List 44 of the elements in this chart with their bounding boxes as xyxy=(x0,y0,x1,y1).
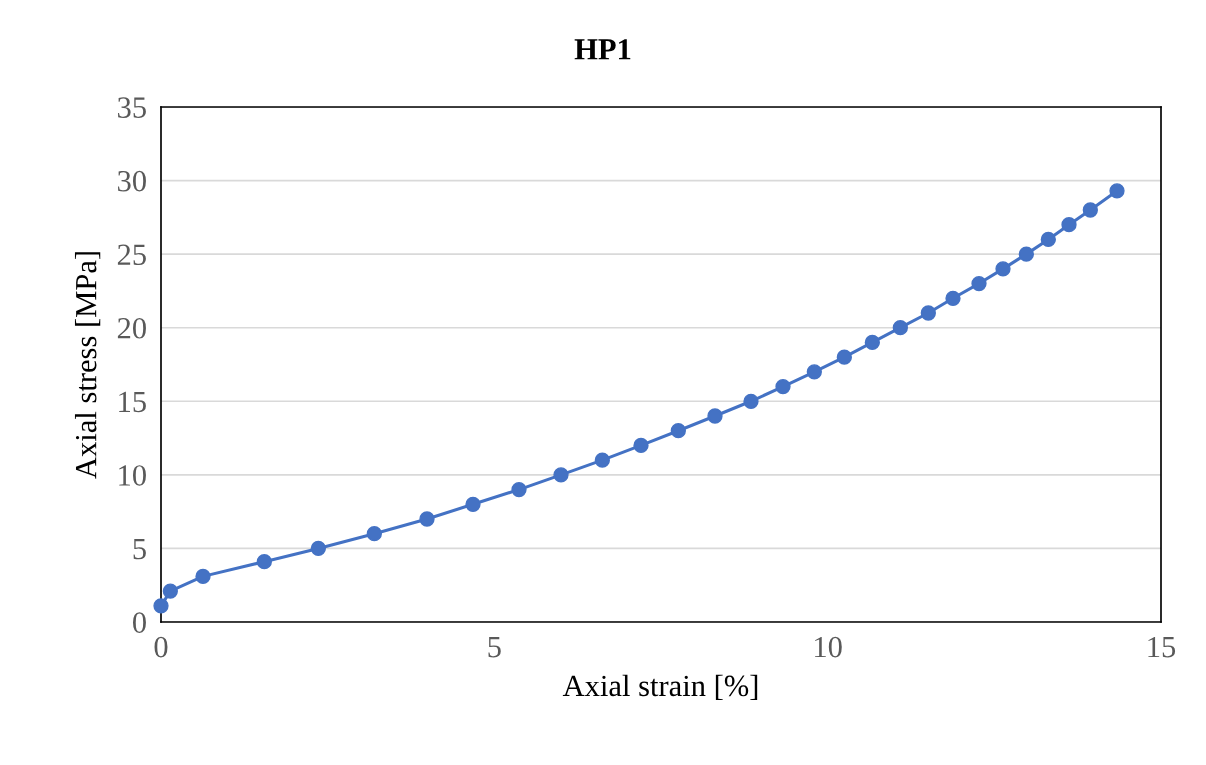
y-tick-label: 10 xyxy=(119,465,146,486)
point xyxy=(945,290,961,306)
y-tick-label: 35 xyxy=(118,97,146,118)
point xyxy=(195,568,211,585)
point xyxy=(775,378,791,395)
y-axis-title: Axial stress [MPa] xyxy=(74,252,101,479)
y-tick-label: 15 xyxy=(119,391,146,413)
y-tick-label: 30 xyxy=(118,170,146,192)
point xyxy=(1040,231,1056,248)
y-tick-label: 25 xyxy=(117,244,146,266)
x-tick-label: 10 xyxy=(815,636,842,658)
point xyxy=(836,349,852,365)
y-tick-label: 5 xyxy=(133,539,146,560)
point xyxy=(162,583,178,599)
point xyxy=(1061,217,1077,233)
x-tick-label: 5 xyxy=(488,637,501,658)
point xyxy=(633,437,649,454)
chart-title: HP1 xyxy=(574,39,631,60)
point xyxy=(1082,202,1098,218)
point xyxy=(864,334,880,351)
point xyxy=(707,408,723,424)
point xyxy=(366,526,382,542)
point xyxy=(670,423,686,439)
y-tick-label: 20 xyxy=(117,318,146,339)
point xyxy=(594,452,610,468)
point xyxy=(806,364,822,380)
point xyxy=(153,598,169,614)
point xyxy=(256,554,272,570)
point xyxy=(310,540,326,557)
point xyxy=(465,496,481,512)
point xyxy=(743,393,759,409)
y-tick-label: 0 xyxy=(133,612,146,633)
x-tick-label: 0 xyxy=(154,636,168,658)
x-axis-title: Axial strain [%] xyxy=(562,674,758,700)
x-tick-label: 15 xyxy=(1148,636,1176,658)
point xyxy=(553,467,569,483)
point xyxy=(1018,246,1034,262)
point xyxy=(1109,183,1125,199)
point xyxy=(995,261,1011,277)
point xyxy=(511,481,527,498)
point xyxy=(892,320,908,336)
point xyxy=(920,305,936,321)
point xyxy=(971,275,987,292)
point xyxy=(419,511,435,527)
